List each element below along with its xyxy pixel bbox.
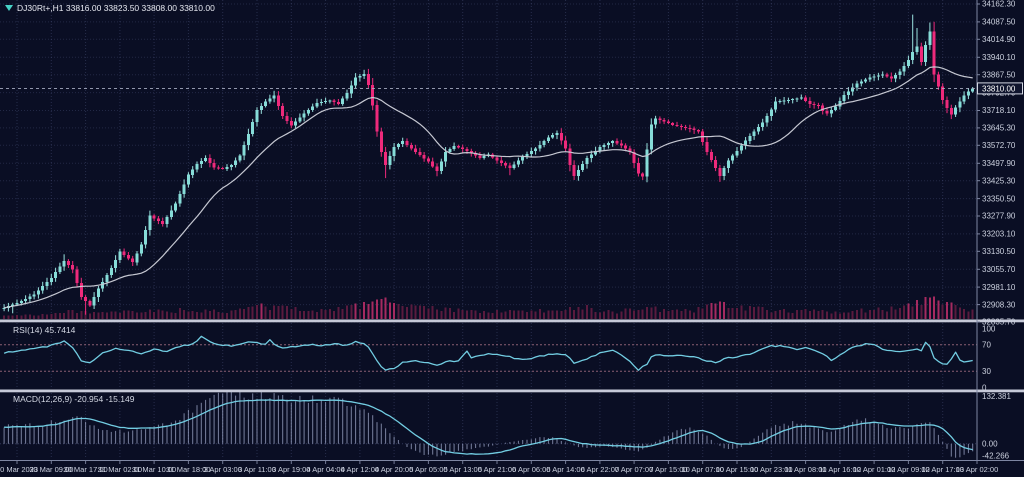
- svg-text:33497.90: 33497.90: [982, 159, 1016, 168]
- svg-text:4 Apr 12:00: 4 Apr 12:00: [341, 465, 379, 474]
- svg-text:0.00: 0.00: [982, 440, 998, 449]
- svg-text:7 Apr 15:00: 7 Apr 15:00: [649, 465, 687, 474]
- volume-layer: [3, 296, 974, 319]
- svg-text:33425.30: 33425.30: [982, 176, 1016, 185]
- svg-text:32908.30: 32908.30: [982, 300, 1016, 309]
- svg-text:30 Mar 2023: 30 Mar 2023: [0, 465, 38, 474]
- svg-text:0: 0: [982, 384, 987, 393]
- macd-indicator-label: MACD(12,26,9) -20.954 -15.149: [13, 394, 135, 404]
- svg-text:33867.50: 33867.50: [982, 70, 1016, 79]
- svg-text:31 Mar 10:00: 31 Mar 10:00: [132, 465, 176, 474]
- chart-title-text: DJ30Rt+,H1 33816.00 33823.50 33808.00 33…: [17, 3, 215, 13]
- panel-separators: [0, 0, 1024, 461]
- current-price-box: [977, 82, 1023, 95]
- chart-title: DJ30Rt+,H1 33816.00 33823.50 33808.00 33…: [5, 3, 215, 13]
- svg-text:34014.90: 34014.90: [982, 35, 1016, 44]
- svg-text:32981.10: 32981.10: [982, 283, 1016, 292]
- svg-text:33940.10: 33940.10: [982, 53, 1016, 62]
- price-axis[interactable]: 34162.30 34087.50 34014.90 33940.10 33867.50…: [977, 0, 1016, 461]
- svg-text:5 Apr 21:00: 5 Apr 21:00: [478, 465, 516, 474]
- svg-text:31 Mar 18:00: 31 Mar 18:00: [166, 465, 210, 474]
- svg-text:100: 100: [982, 325, 996, 334]
- svg-text:33130.50: 33130.50: [982, 247, 1016, 256]
- moving-average-line: [3, 66, 973, 309]
- svg-text:10 Apr 07:00: 10 Apr 07:00: [681, 465, 724, 474]
- svg-text:4 Apr 20:00: 4 Apr 20:00: [375, 465, 413, 474]
- svg-text:-42.266: -42.266: [982, 452, 1010, 461]
- chart-expander-icon[interactable]: [5, 5, 13, 11]
- svg-text:32835.70: 32835.70: [982, 318, 1016, 327]
- svg-text:30 Mar 09:00: 30 Mar 09:00: [29, 465, 73, 474]
- svg-text:34162.30: 34162.30: [982, 0, 1016, 9]
- svg-text:3 Apr 03:00: 3 Apr 03:00: [204, 465, 242, 474]
- svg-text:33810.00: 33810.00: [982, 85, 1016, 94]
- svg-text:30 Mar 17:00: 30 Mar 17:00: [63, 465, 107, 474]
- svg-text:3 Apr 11:00: 3 Apr 11:00: [238, 465, 276, 474]
- svg-text:12 Apr 01:00: 12 Apr 01:00: [853, 465, 896, 474]
- svg-text:10 Apr 23:00: 10 Apr 23:00: [750, 465, 793, 474]
- rsi-indicator-label: RSI(14) 45.7414: [13, 325, 76, 335]
- svg-text:12 Apr 09:00: 12 Apr 09:00: [887, 465, 930, 474]
- svg-text:5 Apr 05:00: 5 Apr 05:00: [409, 465, 447, 474]
- svg-text:12 Apr 17:00: 12 Apr 17:00: [921, 465, 964, 474]
- svg-text:33350.50: 33350.50: [982, 194, 1016, 203]
- svg-text:132.381: 132.381: [982, 392, 1011, 401]
- svg-text:4 Apr 04:00: 4 Apr 04:00: [306, 465, 344, 474]
- macd-signal-line: [4, 399, 973, 455]
- svg-text:33203.10: 33203.10: [982, 230, 1016, 239]
- rsi-line: [3, 335, 973, 371]
- svg-text:7 Apr 07:00: 7 Apr 07:00: [615, 465, 653, 474]
- svg-text:33718.10: 33718.10: [982, 106, 1016, 115]
- svg-text:13 Apr 02:00: 13 Apr 02:00: [956, 465, 999, 474]
- svg-text:6 Apr 22:00: 6 Apr 22:00: [581, 465, 619, 474]
- svg-text:33645.30: 33645.30: [982, 124, 1016, 133]
- current-price-marker: 33810.00: [0, 82, 1023, 95]
- svg-text:33277.90: 33277.90: [982, 212, 1016, 221]
- svg-text:30: 30: [982, 367, 991, 376]
- svg-text:11 Apr 08:00: 11 Apr 08:00: [785, 465, 827, 474]
- svg-text:5 Apr 13:00: 5 Apr 13:00: [444, 465, 482, 474]
- svg-text:33572.70: 33572.70: [982, 141, 1016, 150]
- svg-text:3 Apr 19:00: 3 Apr 19:00: [272, 465, 310, 474]
- svg-text:6 Apr 06:00: 6 Apr 06:00: [512, 465, 550, 474]
- svg-text:33055.70: 33055.70: [982, 265, 1016, 274]
- svg-text:34087.50: 34087.50: [982, 18, 1016, 27]
- svg-text:70: 70: [982, 341, 991, 350]
- svg-text:31 Mar 02:00: 31 Mar 02:00: [98, 465, 142, 474]
- svg-text:11 Apr 16:00: 11 Apr 16:00: [819, 465, 861, 474]
- svg-text:10 Apr 15:00: 10 Apr 15:00: [716, 465, 759, 474]
- svg-text:6 Apr 14:00: 6 Apr 14:00: [546, 465, 584, 474]
